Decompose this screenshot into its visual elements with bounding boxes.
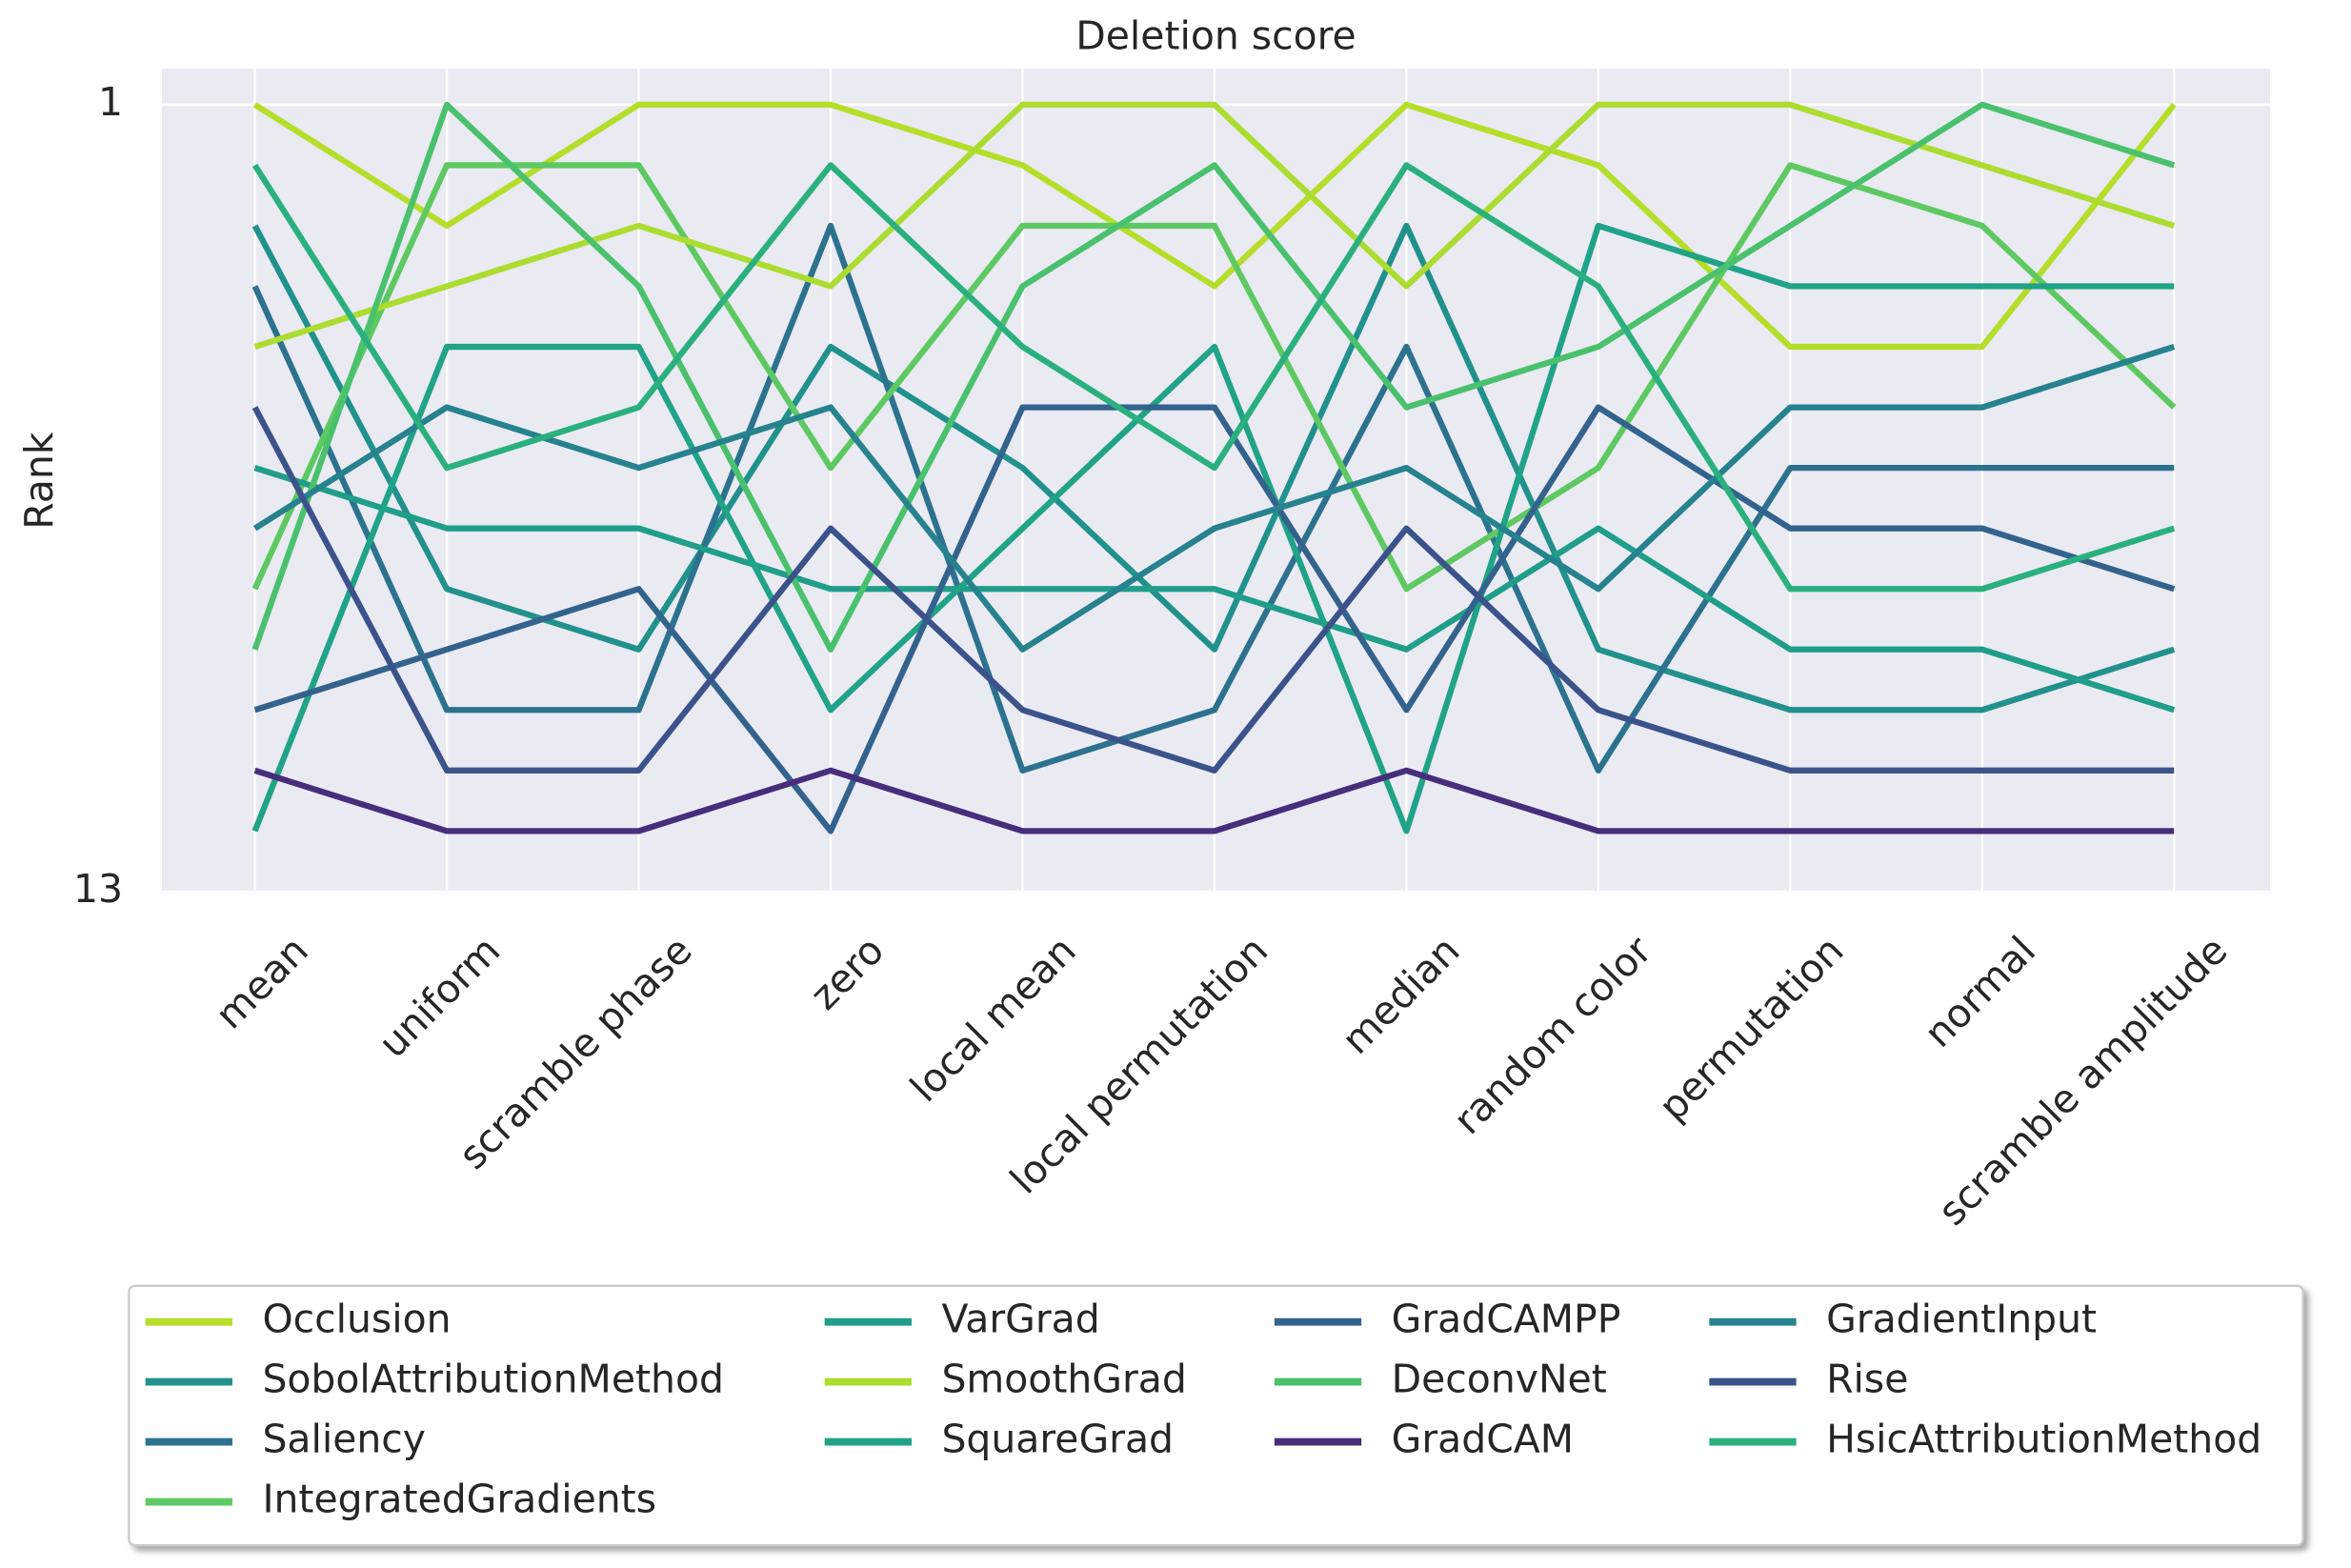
- chart-title: Deletion score: [1075, 12, 1356, 58]
- series-line: [252, 101, 2177, 351]
- legend-label: HsicAttributionMethod: [1826, 1417, 2261, 1462]
- y-tick-label: 13: [73, 866, 123, 912]
- legend-label: Occlusion: [262, 1297, 451, 1342]
- series-line: [251, 222, 2176, 714]
- x-tick-label: local mean: [901, 927, 1085, 1111]
- series-line: [252, 344, 2176, 653]
- y-axis-label: Rank: [16, 432, 62, 530]
- legend-label: GradientInput: [1826, 1297, 2097, 1342]
- x-tick-label: median: [1333, 927, 1468, 1062]
- legend-label: IntegratedGradients: [262, 1477, 656, 1522]
- x-tick-label: permutation: [1650, 927, 1852, 1129]
- legend-label: Saliency: [262, 1417, 426, 1462]
- series-line: [251, 222, 2175, 834]
- series-line: [253, 767, 2175, 834]
- x-tick-label: random color: [1445, 927, 1661, 1143]
- legend-label: SquareGrad: [941, 1417, 1174, 1462]
- legend-label: GradCAMPP: [1392, 1297, 1621, 1342]
- legend-label: VarGrad: [941, 1297, 1099, 1342]
- legend-label: SobolAttributionMethod: [262, 1357, 724, 1402]
- series-line: [253, 404, 2176, 834]
- x-tick-label: normal: [1916, 927, 2044, 1055]
- series-line: [251, 406, 2175, 774]
- y-tick-label: 1: [98, 79, 123, 125]
- series-line: [251, 162, 2176, 593]
- legend-label: GradCAM: [1392, 1417, 1574, 1462]
- series-line: [251, 101, 2176, 653]
- series-line: [253, 465, 2176, 714]
- legend-label: SmoothGrad: [941, 1357, 1186, 1402]
- x-tick-label: zero: [801, 927, 893, 1018]
- legend-label: DeconvNet: [1392, 1357, 1607, 1402]
- x-tick-label: mean: [207, 927, 317, 1037]
- series-line: [251, 222, 2175, 774]
- legend-box: [128, 1284, 2304, 1547]
- legend-label: Rise: [1826, 1357, 1908, 1402]
- series-line: [253, 101, 2176, 351]
- x-tick-label: uniform: [370, 927, 509, 1066]
